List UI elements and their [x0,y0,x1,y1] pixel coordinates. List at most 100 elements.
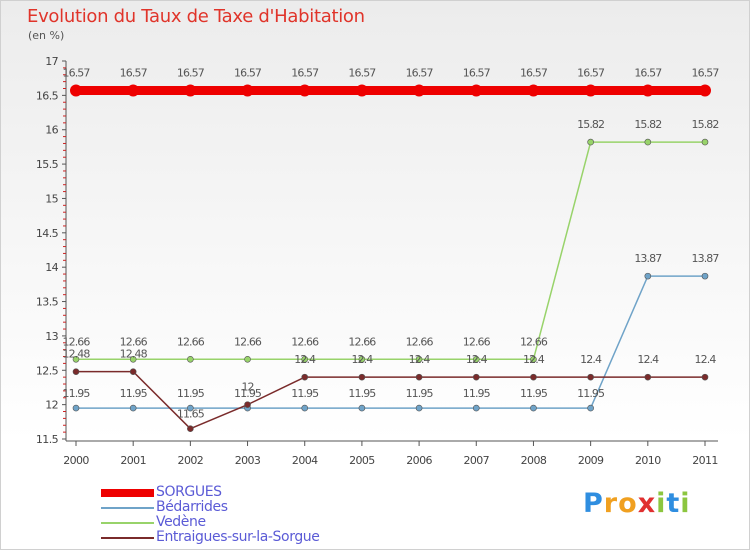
x-tick-label: 2000 [63,454,89,467]
data-label: 11.95 [348,387,376,400]
data-point [587,138,594,146]
data-point [699,84,711,97]
x-tick-label: 2004 [292,454,318,467]
data-label: 16.57 [348,67,376,80]
data-point [244,355,251,363]
data-label: 16.57 [692,67,720,80]
data-point [72,404,80,412]
data-point [184,84,197,97]
chart-title: Evolution du Taux de Taxe d'Habitation [27,6,365,27]
data-label: 16.57 [291,67,319,80]
y-tick-label: 13 [45,330,58,343]
data-point [587,373,594,381]
data-point [355,84,368,97]
data-point [527,84,540,97]
y-tick-label: 12.5 [36,364,59,377]
data-point [241,84,254,97]
data-point [587,404,594,412]
data-point [301,373,309,381]
x-tick-label: 2009 [578,454,604,467]
data-point [187,404,194,412]
data-point [127,84,140,97]
data-label: 11.95 [463,387,491,400]
data-label: 11.95 [120,387,148,400]
y-tick-label: 15 [45,192,58,205]
x-tick-label: 2010 [635,454,661,467]
legend-swatch [101,522,154,524]
data-point [644,138,652,146]
data-label: 16.57 [120,67,148,80]
data-label: 16.57 [406,67,434,80]
legend-label: Bédarrides [156,499,228,515]
x-tick-label: 2002 [178,454,204,467]
data-point [72,368,80,375]
x-tick-label: 2011 [692,454,718,467]
y-tick-label: 16 [45,124,58,137]
data-point [187,425,194,432]
data-label: 12.66 [177,335,205,348]
data-label: 16.57 [63,67,91,80]
x-tick-label: 2007 [463,454,489,467]
legend-swatch [101,489,154,497]
data-point [72,355,80,363]
data-label: 12.4 [409,353,431,366]
series-line [76,370,705,430]
data-point [470,84,483,97]
data-label: 12.4 [466,353,488,366]
data-label: 11.95 [520,387,548,400]
data-label: 12.66 [463,335,491,348]
data-label: 12.66 [234,335,262,348]
x-tick-label: 2006 [406,454,432,467]
data-point [530,355,537,363]
x-tick-label: 2001 [120,454,146,467]
data-label: 11.95 [63,387,91,400]
data-label: 16.57 [634,67,662,80]
y-tick-label: 17 [45,55,58,68]
logo-letter: r [603,488,619,519]
data-label: 16.57 [463,67,491,80]
data-label: 12.4 [580,353,602,366]
data-label: 12.4 [523,353,545,366]
data-label: 12.4 [294,353,316,366]
legend-label: Vedène [156,514,206,530]
data-point [472,355,480,363]
legend-label: Entraigues-sur-la-Sorgue [156,529,320,545]
y-tick-label: 12 [45,399,58,412]
data-label: 13.87 [634,252,662,265]
data-point [358,355,366,363]
data-label: 15.82 [634,118,661,131]
series-line [76,275,705,409]
y-tick-label: 11.5 [36,433,59,446]
logo-letter: i [680,488,691,519]
data-label: 12.4 [637,353,659,366]
data-label: 11.95 [291,387,319,400]
data-label: 11.65 [177,408,205,421]
data-label: 12.4 [695,353,717,366]
proxiti-logo: Proxiti [583,488,691,519]
data-point [358,373,366,381]
data-label: 12 [241,381,253,394]
data-point [701,138,709,146]
data-label: 12.48 [120,348,148,361]
data-point [301,355,309,363]
y-tick-label: 14 [45,261,58,274]
data-label: 12.48 [63,348,91,361]
y-tick-label: 15.5 [36,158,59,171]
x-tick-label: 2008 [521,454,547,467]
data-point [415,355,423,363]
legend-swatch [101,537,154,539]
data-label: 12.66 [63,335,91,348]
data-label: 11.95 [177,387,205,400]
data-point [298,84,311,97]
data-point [584,84,597,97]
data-point [415,373,423,381]
y-tick-label: 14.5 [36,227,59,240]
data-point [244,401,251,408]
data-point [301,404,309,412]
data-point [644,272,652,280]
y-tick-label: 16.5 [36,89,59,102]
data-point [644,373,652,381]
logo-letter: t [666,488,681,519]
data-point [641,84,654,97]
data-label: 11.95 [234,387,262,400]
